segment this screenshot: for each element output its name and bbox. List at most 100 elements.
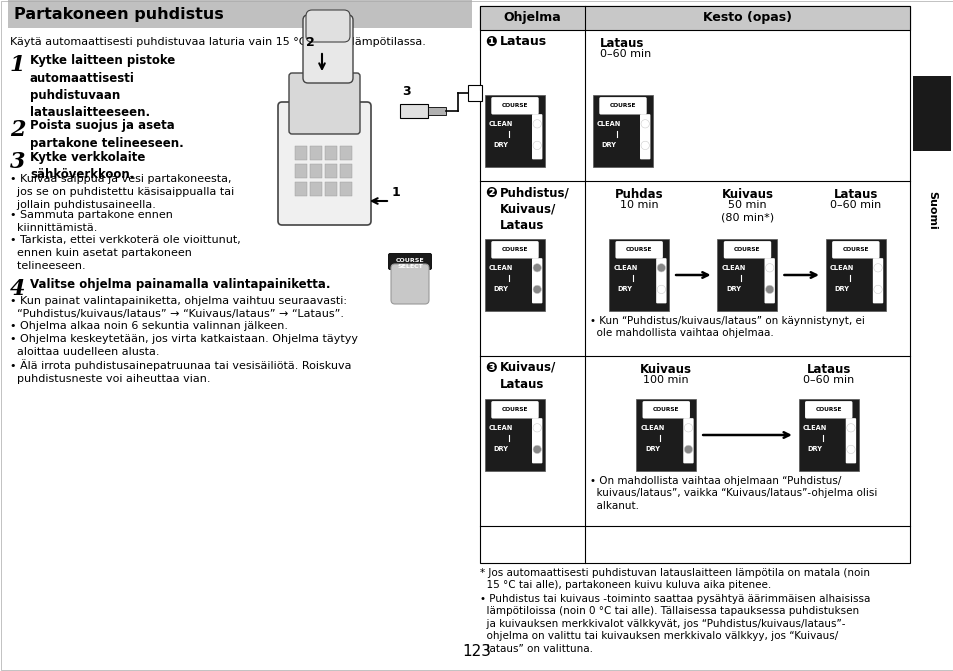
FancyBboxPatch shape bbox=[532, 418, 542, 464]
Text: 3: 3 bbox=[401, 85, 410, 98]
Bar bbox=[325, 182, 336, 196]
Text: COURSE: COURSE bbox=[609, 103, 636, 108]
Bar bbox=[325, 164, 336, 178]
Bar bbox=[798, 399, 858, 471]
Text: 10 min: 10 min bbox=[619, 200, 658, 210]
FancyBboxPatch shape bbox=[831, 241, 879, 258]
Text: Valitse ohjelma painamalla valintapainiketta.: Valitse ohjelma painamalla valintapainik… bbox=[30, 278, 330, 291]
FancyBboxPatch shape bbox=[872, 258, 882, 303]
Text: DRY: DRY bbox=[725, 287, 740, 293]
Text: Suomi: Suomi bbox=[926, 191, 936, 229]
Text: • Kuivaa saippua ja vesi partakoneesta,
  jos se on puhdistettu käsisaippualla t: • Kuivaa saippua ja vesi partakoneesta, … bbox=[10, 174, 234, 209]
Text: • Ohjelma keskeytetään, jos virta katkaistaan. Ohjelma täytyy
  aloittaa uudelle: • Ohjelma keskeytetään, jos virta katkai… bbox=[10, 335, 357, 357]
Text: DRY: DRY bbox=[834, 287, 848, 293]
Text: DRY: DRY bbox=[644, 446, 659, 452]
FancyBboxPatch shape bbox=[491, 241, 538, 258]
Text: CLEAN: CLEAN bbox=[597, 121, 620, 127]
Circle shape bbox=[657, 285, 665, 294]
FancyBboxPatch shape bbox=[723, 241, 770, 258]
Text: 0–60 min: 0–60 min bbox=[829, 200, 881, 210]
FancyBboxPatch shape bbox=[682, 418, 693, 464]
Text: Kuivaus/
Lataus: Kuivaus/ Lataus bbox=[499, 361, 556, 391]
FancyBboxPatch shape bbox=[804, 401, 852, 419]
Text: SELECT: SELECT bbox=[396, 264, 422, 268]
Text: CLEAN: CLEAN bbox=[489, 425, 513, 431]
Circle shape bbox=[533, 423, 540, 432]
Text: 4: 4 bbox=[10, 278, 26, 300]
Bar bbox=[468, 85, 481, 101]
FancyBboxPatch shape bbox=[639, 114, 650, 159]
Text: ❷: ❷ bbox=[484, 186, 497, 200]
Text: 50 min
(80 min*): 50 min (80 min*) bbox=[720, 200, 773, 222]
Circle shape bbox=[846, 423, 854, 432]
Circle shape bbox=[533, 285, 540, 294]
Text: • Sammuta partakone ennen
  kiinnittämistä.: • Sammuta partakone ennen kiinnittämistä… bbox=[10, 211, 172, 234]
Circle shape bbox=[764, 264, 773, 272]
Bar bbox=[294, 146, 307, 160]
Bar bbox=[0, 0, 472, 671]
Text: CLEAN: CLEAN bbox=[639, 425, 664, 431]
FancyBboxPatch shape bbox=[289, 73, 359, 134]
Bar bbox=[609, 239, 668, 311]
Text: Ohjelma: Ohjelma bbox=[503, 11, 560, 25]
Bar bbox=[484, 95, 544, 167]
Text: • Kun “Puhdistus/kuivaus/lataus” on käynnistynyt, ei
  ole mahdollista vaihtaa o: • Kun “Puhdistus/kuivaus/lataus” on käyn… bbox=[589, 316, 864, 338]
Bar bbox=[479, 6, 909, 563]
Circle shape bbox=[683, 423, 692, 432]
Text: Lataus: Lataus bbox=[833, 188, 877, 201]
Bar bbox=[310, 146, 322, 160]
Text: 100 min: 100 min bbox=[642, 375, 688, 385]
Text: CLEAN: CLEAN bbox=[489, 121, 513, 127]
Text: Poista suojus ja aseta
partakone telineeseen.: Poista suojus ja aseta partakone telinee… bbox=[30, 119, 184, 150]
Text: ❸: ❸ bbox=[484, 361, 497, 375]
Circle shape bbox=[533, 264, 540, 272]
FancyBboxPatch shape bbox=[491, 97, 538, 115]
Circle shape bbox=[533, 446, 540, 454]
Text: Puhdistus/
Kuivaus/
Lataus: Puhdistus/ Kuivaus/ Lataus bbox=[499, 186, 569, 232]
Circle shape bbox=[640, 119, 649, 128]
Text: DRY: DRY bbox=[494, 287, 508, 293]
Text: COURSE: COURSE bbox=[734, 248, 760, 252]
Text: COURSE: COURSE bbox=[815, 407, 841, 412]
Bar bbox=[339, 164, 352, 178]
Text: CLEAN: CLEAN bbox=[613, 265, 637, 271]
FancyBboxPatch shape bbox=[615, 241, 662, 258]
Bar bbox=[825, 239, 885, 311]
FancyBboxPatch shape bbox=[391, 264, 429, 304]
Text: COURSE: COURSE bbox=[501, 248, 528, 252]
Text: Kuivaus: Kuivaus bbox=[720, 188, 773, 201]
Text: CLEAN: CLEAN bbox=[489, 265, 513, 271]
Text: Lataus: Lataus bbox=[499, 35, 547, 48]
Text: ❶: ❶ bbox=[484, 35, 497, 49]
Circle shape bbox=[533, 141, 540, 150]
Bar bbox=[8, 0, 472, 28]
FancyBboxPatch shape bbox=[656, 258, 666, 303]
Text: 123: 123 bbox=[462, 644, 491, 659]
Text: COURSE: COURSE bbox=[841, 248, 868, 252]
Text: DRY: DRY bbox=[806, 446, 821, 452]
Bar bbox=[294, 164, 307, 178]
Text: DRY: DRY bbox=[618, 287, 632, 293]
Text: • On mahdollista vaihtaa ohjelmaan “Puhdistus/
  kuivaus/lataus”, vaikka “Kuivau: • On mahdollista vaihtaa ohjelmaan “Puhd… bbox=[589, 476, 877, 511]
Text: COURSE: COURSE bbox=[652, 407, 679, 412]
FancyBboxPatch shape bbox=[277, 102, 371, 225]
Text: • Tarkista, ettei verkkoterä ole vioittunut,
  ennen kuin asetat partakoneen
  t: • Tarkista, ettei verkkoterä ole vioittu… bbox=[10, 236, 240, 271]
Bar bbox=[399, 104, 428, 118]
Text: COURSE: COURSE bbox=[501, 407, 528, 412]
Bar bbox=[339, 146, 352, 160]
Circle shape bbox=[533, 119, 540, 128]
Text: Käytä automaattisesti puhdistuvaa laturia vain 15 °C - 35 °C lämpötilassa.: Käytä automaattisesti puhdistuvaa laturi… bbox=[10, 37, 425, 47]
Text: DRY: DRY bbox=[494, 446, 508, 452]
Text: 2: 2 bbox=[306, 36, 314, 49]
Text: Kesto (opas): Kesto (opas) bbox=[702, 11, 791, 25]
FancyBboxPatch shape bbox=[306, 10, 350, 42]
Bar bbox=[593, 95, 652, 167]
FancyBboxPatch shape bbox=[532, 258, 542, 303]
Circle shape bbox=[683, 446, 692, 454]
Text: • Älä irrota puhdistusainepatruunaa tai vesisäiliötä. Roiskuva
  puhdistusneste : • Älä irrota puhdistusainepatruunaa tai … bbox=[10, 360, 351, 384]
Text: 2: 2 bbox=[10, 119, 26, 141]
Text: Kuivaus: Kuivaus bbox=[639, 363, 692, 376]
FancyBboxPatch shape bbox=[845, 418, 855, 464]
Text: CLEAN: CLEAN bbox=[720, 265, 745, 271]
Text: • Ohjelma alkaa noin 6 sekuntia valinnan jälkeen.: • Ohjelma alkaa noin 6 sekuntia valinnan… bbox=[10, 321, 288, 331]
